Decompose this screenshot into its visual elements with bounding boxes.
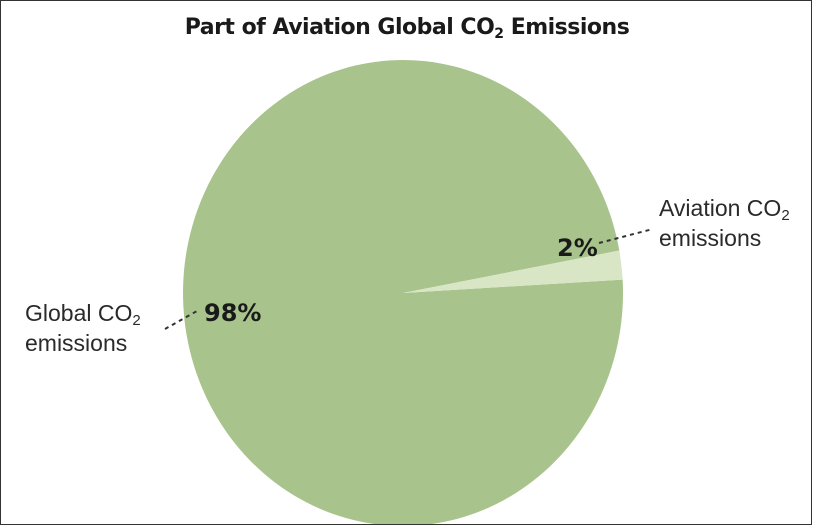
value-label-global: 98% (204, 299, 261, 327)
slice-label-aviation: Aviation CO2 emissions (659, 193, 790, 253)
pie-slice-global (183, 60, 624, 524)
chart-title: Part of Aviation Global CO2 Emissions (1, 15, 811, 42)
slice-label-global-line2: emissions (25, 330, 128, 356)
pie-slice-aviation (403, 250, 623, 293)
leader-line-global (164, 310, 198, 330)
chart-title-main: Part of Aviation Global CO (184, 15, 495, 40)
chart-title-tail: Emissions (503, 15, 630, 40)
leader-line-aviation (598, 228, 654, 244)
slice-label-aviation-line1: Aviation CO (659, 195, 782, 221)
slice-label-global: Global CO2 emissions (25, 298, 141, 358)
chart-title-subscript: 2 (494, 26, 504, 42)
slice-label-global-line1: Global CO (25, 300, 133, 326)
slice-label-global-sub: 2 (132, 312, 141, 329)
slice-label-aviation-line2: emissions (659, 225, 762, 251)
value-label-aviation: 2% (557, 234, 598, 262)
slice-label-aviation-sub: 2 (781, 207, 790, 224)
